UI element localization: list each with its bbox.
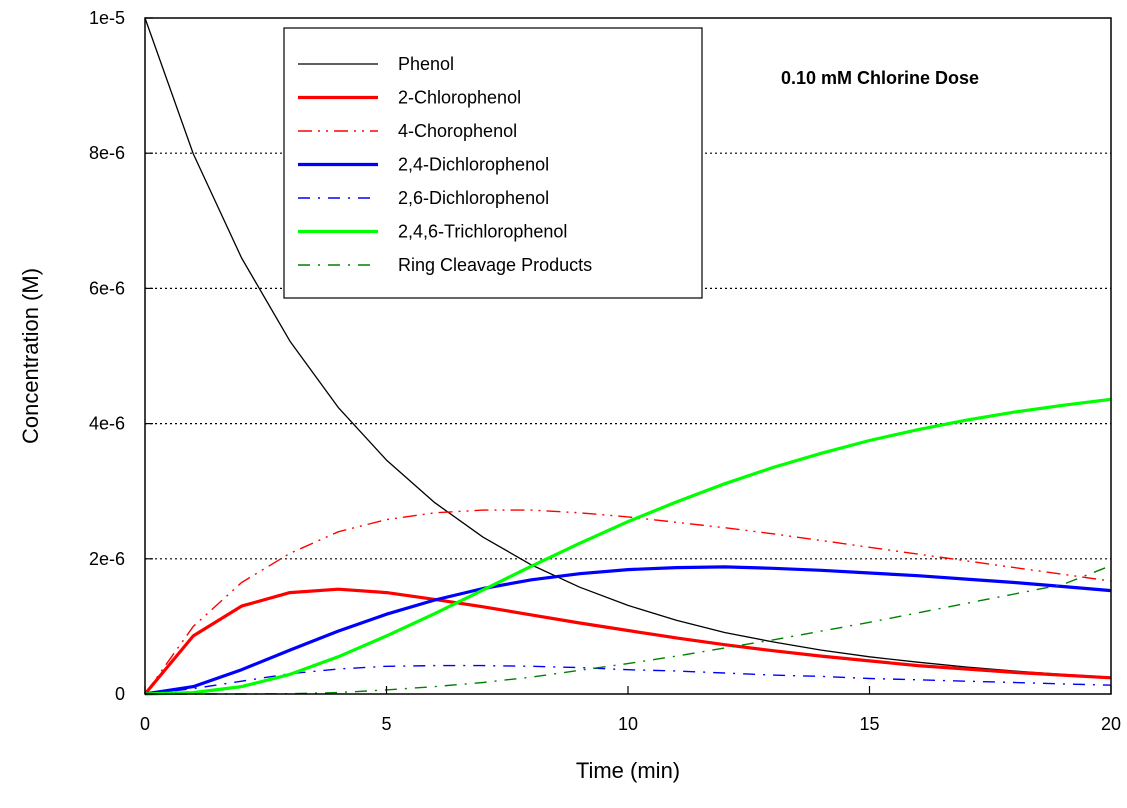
legend-label: 2,4,6-Trichlorophenol — [398, 222, 567, 242]
dose-annotation: 0.10 mM Chlorine Dose — [781, 68, 979, 88]
y-tick-label: 1e-5 — [89, 8, 125, 28]
legend-label: 4-Chorophenol — [398, 121, 517, 141]
legend-label: 2,4-Dichlorophenol — [398, 155, 549, 175]
x-tick-label: 20 — [1101, 714, 1121, 734]
x-tick-label: 15 — [859, 714, 879, 734]
y-tick-label: 0 — [115, 684, 125, 704]
x-tick-label: 0 — [140, 714, 150, 734]
legend: Phenol 2-Chlorophenol 4-Chorophenol 2,4-Dic… — [283, 27, 703, 299]
series-line-6 — [144, 397, 1112, 696]
legend-label: 2-Chlorophenol — [398, 88, 521, 108]
x-axis-title: Time (min) — [576, 758, 680, 783]
y-tick-label: 2e-6 — [89, 549, 125, 569]
y-tick-label: 4e-6 — [89, 414, 125, 434]
legend-label: Phenol — [398, 54, 454, 74]
legend-label: 2,6-Dichlorophenol — [398, 188, 549, 208]
x-tick-label: 10 — [618, 714, 638, 734]
axis-ticks: 0 5 10 15 20 0 2e-6 4e-6 6e-6 8e-6 1e-5 — [89, 8, 1121, 734]
y-tick-label: 6e-6 — [89, 278, 125, 298]
series-line-3 — [144, 509, 1112, 695]
legend-label: Ring Cleavage Products — [398, 255, 592, 275]
series-layer — [143, 17, 1112, 696]
series-line-1 — [144, 17, 1112, 678]
x-tick-label: 5 — [381, 714, 391, 734]
y-axis-title: Concentration (M) — [18, 268, 43, 444]
series-line-5 — [144, 664, 1112, 695]
series-line-2 — [143, 587, 1112, 696]
y-tick-label: 8e-6 — [89, 143, 125, 163]
series-line-4 — [144, 565, 1112, 696]
